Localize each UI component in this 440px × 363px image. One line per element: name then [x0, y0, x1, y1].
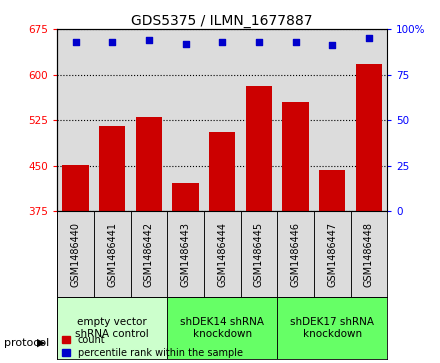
Text: GSM1486440: GSM1486440	[70, 221, 81, 286]
Bar	[314, 29, 351, 211]
Bar	[167, 211, 204, 297]
Text: shDEK17 shRNA
knockdown: shDEK17 shRNA knockdown	[290, 317, 374, 339]
Point	[219, 39, 226, 45]
Legend: count, percentile rank within the sample: count, percentile rank within the sample	[62, 335, 242, 358]
Bar	[314, 211, 351, 297]
Bar	[351, 211, 387, 297]
Point	[365, 35, 372, 41]
Bar	[99, 126, 125, 211]
Text: shDEK14 shRNA
knockdown: shDEK14 shRNA knockdown	[180, 317, 264, 339]
Point	[329, 42, 336, 48]
Bar	[209, 132, 235, 211]
Bar	[131, 29, 167, 211]
Point	[145, 37, 152, 43]
Bar	[167, 29, 204, 211]
Point	[255, 39, 262, 45]
Point	[72, 39, 79, 45]
Bar	[204, 211, 241, 297]
Text: GSM1486446: GSM1486446	[290, 221, 301, 286]
Bar	[94, 211, 131, 297]
Text: GSM1486448: GSM1486448	[364, 221, 374, 286]
Bar	[241, 29, 277, 211]
Text: GSM1486443: GSM1486443	[180, 221, 191, 286]
Text: empty vector
shRNA control: empty vector shRNA control	[75, 317, 149, 339]
Bar	[131, 211, 167, 297]
Bar	[57, 29, 94, 211]
Text: protocol: protocol	[4, 338, 50, 348]
Bar	[57, 211, 94, 297]
Bar	[356, 64, 382, 211]
Bar	[57, 297, 167, 359]
Bar	[172, 183, 199, 211]
Bar	[204, 29, 241, 211]
Text: GSM1486444: GSM1486444	[217, 221, 227, 286]
Bar	[277, 29, 314, 211]
Bar	[319, 170, 345, 211]
Bar	[167, 297, 277, 359]
Text: GSM1486447: GSM1486447	[327, 221, 337, 286]
Bar	[246, 86, 272, 211]
Point	[182, 41, 189, 46]
Point	[292, 39, 299, 45]
Title: GDS5375 / ILMN_1677887: GDS5375 / ILMN_1677887	[132, 14, 313, 28]
Bar	[277, 297, 387, 359]
Text: GSM1486445: GSM1486445	[254, 221, 264, 286]
Bar	[136, 117, 162, 211]
Bar	[351, 29, 387, 211]
Point	[109, 39, 116, 45]
Bar	[282, 102, 309, 211]
Bar	[62, 164, 89, 211]
Text: GSM1486442: GSM1486442	[144, 221, 154, 286]
Text: ▶: ▶	[37, 338, 46, 348]
Bar	[94, 29, 131, 211]
Bar	[277, 211, 314, 297]
Text: GSM1486441: GSM1486441	[107, 221, 117, 286]
Bar	[241, 211, 277, 297]
